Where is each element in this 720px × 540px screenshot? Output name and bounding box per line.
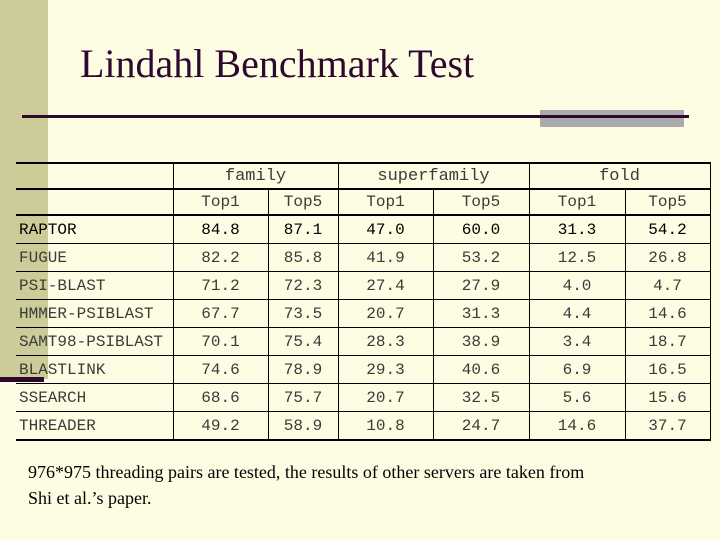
sub-header-top5: Top5 [267,188,339,216]
value-cell: 31.3 [528,214,626,244]
sub-header-top5: Top5 [432,188,530,216]
method-name-cell: THREADER [16,411,174,441]
slide-title: Lindahl Benchmark Test [80,41,475,86]
value-cell: 29.3 [337,355,434,384]
table-row: RAPTOR 84.8 87.1 47.0 60.0 31.3 54.2 [16,214,711,244]
table-row: SSEARCH 68.6 75.7 20.7 32.5 5.6 15.6 [16,383,711,412]
corner-cell [16,188,174,216]
value-cell: 12.5 [528,243,626,272]
value-cell: 28.3 [337,327,434,356]
value-cell: 40.6 [432,355,530,384]
method-name-cell: SAMT98-PSIBLAST [16,327,174,356]
value-cell: 72.3 [267,271,339,300]
value-cell: 74.6 [172,355,269,384]
value-cell: 75.4 [267,327,339,356]
value-cell: 60.0 [432,214,530,244]
value-cell: 84.8 [172,214,269,244]
value-cell: 5.6 [528,383,626,412]
value-cell: 14.6 [528,411,626,441]
method-name-cell: HMMER-PSIBLAST [16,299,174,328]
method-name-cell: RAPTOR [16,214,174,244]
group-header-superfamily: superfamily [337,162,530,190]
value-cell: 18.7 [624,327,711,356]
value-cell: 67.7 [172,299,269,328]
value-cell: 27.4 [337,271,434,300]
value-cell: 6.9 [528,355,626,384]
value-cell: 54.2 [624,214,711,244]
value-cell: 70.1 [172,327,269,356]
value-cell: 24.7 [432,411,530,441]
benchmark-table: family superfamily fold Top1 Top5 Top1 T… [16,162,711,441]
value-cell: 38.9 [432,327,530,356]
value-cell: 85.8 [267,243,339,272]
value-cell: 16.5 [624,355,711,384]
caption-line-2: Shi et al.’s paper. [28,488,152,508]
table-row: FUGUE 82.2 85.8 41.9 53.2 12.5 26.8 [16,243,711,272]
value-cell: 4.0 [528,271,626,300]
group-header-fold: fold [528,162,711,190]
method-name-cell: SSEARCH [16,383,174,412]
value-cell: 4.4 [528,299,626,328]
value-cell: 20.7 [337,299,434,328]
value-cell: 31.3 [432,299,530,328]
value-cell: 3.4 [528,327,626,356]
value-cell: 41.9 [337,243,434,272]
value-cell: 75.7 [267,383,339,412]
table-row: THREADER 49.2 58.9 10.8 24.7 14.6 37.7 [16,411,711,441]
value-cell: 73.5 [267,299,339,328]
value-cell: 68.6 [172,383,269,412]
title-rule-gray-block [540,110,684,127]
method-name-cell: PSI-BLAST [16,271,174,300]
value-cell: 14.6 [624,299,711,328]
method-name-cell: FUGUE [16,243,174,272]
value-cell: 4.7 [624,271,711,300]
value-cell: 58.9 [267,411,339,441]
table-row: PSI-BLAST 71.2 72.3 27.4 27.9 4.0 4.7 [16,271,711,300]
table-row: SAMT98-PSIBLAST 70.1 75.4 28.3 38.9 3.4 18.7 [16,327,711,356]
value-cell: 20.7 [337,383,434,412]
value-cell: 87.1 [267,214,339,244]
caption-line-1: 976*975 threading pairs are tested, the … [28,462,585,482]
group-header-family: family [172,162,339,190]
value-cell: 82.2 [172,243,269,272]
sub-header-top1: Top1 [172,188,269,216]
sub-header-top1: Top1 [337,188,434,216]
value-cell: 27.9 [432,271,530,300]
sub-header-row: Top1 Top5 Top1 Top5 Top1 Top5 [16,188,711,216]
value-cell: 53.2 [432,243,530,272]
value-cell: 10.8 [337,411,434,441]
title-rule-line [22,115,689,118]
value-cell: 49.2 [172,411,269,441]
corner-cell [16,162,174,190]
value-cell: 32.5 [432,383,530,412]
value-cell: 78.9 [267,355,339,384]
sub-header-top5: Top5 [624,188,711,216]
method-name-cell: BLASTLINK [16,355,174,384]
value-cell: 37.7 [624,411,711,441]
value-cell: 47.0 [337,214,434,244]
caption: 976*975 threading pairs are tested, the … [28,459,584,511]
value-cell: 15.6 [624,383,711,412]
table-body: RAPTOR 84.8 87.1 47.0 60.0 31.3 54.2 FUGUE 82.2 8… [16,214,711,441]
value-cell: 71.2 [172,271,269,300]
group-header-row: family superfamily fold [16,162,711,190]
table-row: BLASTLINK 74.6 78.9 29.3 40.6 6.9 16.5 [16,355,711,384]
sub-header-top1: Top1 [528,188,626,216]
table-row: HMMER-PSIBLAST 67.7 73.5 20.7 31.3 4.4 14.6 [16,299,711,328]
value-cell: 26.8 [624,243,711,272]
template-accent-bar [0,377,44,382]
